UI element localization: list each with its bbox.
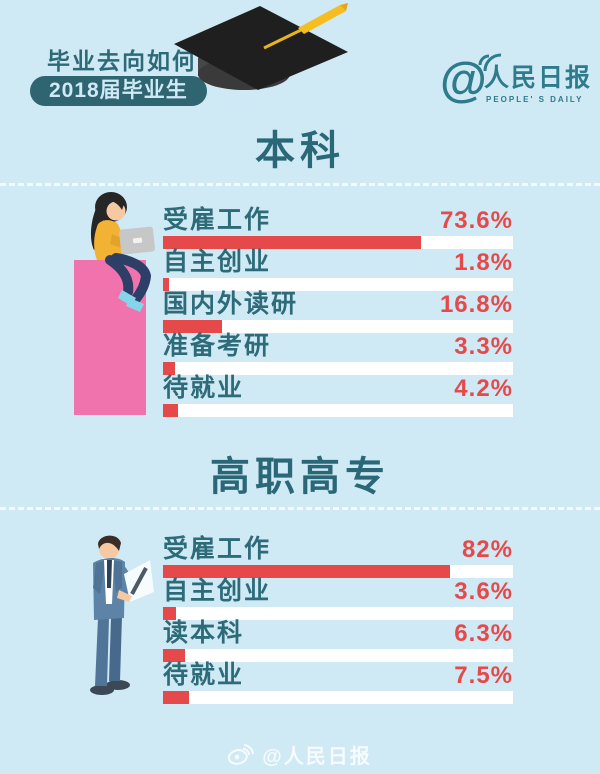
bar-chart-bachelor: 受雇工作 73.6% 自主创业 1.8% 国内外读研 16.8% bbox=[163, 206, 513, 417]
bar-chart-vocational: 受雇工作 82% 自主创业 3.6% 读本科 6.3% bbox=[163, 535, 513, 704]
bar-fill bbox=[163, 607, 176, 620]
bar-fill bbox=[163, 278, 170, 291]
chart-row: 待就业 4.2% bbox=[163, 374, 513, 417]
peoples-daily-logo: @ 人民日报 PEOPLE' S DAILY bbox=[440, 53, 590, 107]
businessman-illustration bbox=[90, 535, 154, 695]
bar-fill bbox=[163, 565, 450, 578]
bar-track bbox=[163, 649, 513, 662]
value-label: 6.3% bbox=[454, 620, 513, 647]
logo-subtitle: PEOPLE' S DAILY bbox=[486, 95, 583, 104]
bar-track bbox=[163, 278, 513, 291]
section-title-bachelor: 本科 bbox=[255, 129, 345, 173]
value-label: 3.3% bbox=[454, 333, 513, 360]
bar-track bbox=[163, 691, 513, 704]
category-label: 受雇工作 bbox=[163, 206, 272, 234]
logo-name: 人民日报 bbox=[484, 64, 590, 92]
bar-fill bbox=[163, 236, 421, 249]
bar-track bbox=[163, 565, 513, 578]
chart-row: 自主创业 1.8% bbox=[163, 248, 513, 291]
category-label: 受雇工作 bbox=[163, 535, 272, 563]
bar-fill bbox=[163, 362, 175, 375]
footer-watermark-text: @人民日报 bbox=[262, 746, 372, 768]
category-label: 待就业 bbox=[163, 661, 245, 689]
footer-watermark: @人民日报 bbox=[0, 740, 600, 769]
bar-track bbox=[163, 320, 513, 333]
bar-track bbox=[163, 404, 513, 417]
cohort-badge-label: 2018届毕业生 bbox=[49, 79, 188, 102]
category-label: 自主创业 bbox=[163, 577, 272, 605]
bar-fill bbox=[163, 649, 186, 662]
sound-wave-icon bbox=[478, 54, 490, 66]
chart-row: 准备考研 3.3% bbox=[163, 332, 513, 375]
weibo-icon bbox=[228, 744, 255, 765]
value-label: 16.8% bbox=[439, 291, 513, 318]
bar-fill bbox=[163, 404, 178, 417]
bar-fill bbox=[163, 320, 222, 333]
chart-row: 受雇工作 73.6% bbox=[163, 206, 513, 249]
value-label: 3.6% bbox=[454, 578, 513, 605]
woman-on-block-illustration bbox=[74, 192, 155, 415]
divider-dashed bbox=[0, 183, 600, 186]
category-label: 准备考研 bbox=[163, 332, 272, 360]
chart-row: 受雇工作 82% bbox=[163, 535, 513, 578]
chart-row: 国内外读研 16.8% bbox=[163, 290, 513, 333]
cohort-badge: 2018届毕业生 bbox=[30, 76, 207, 106]
chart-row: 待就业 7.5% bbox=[163, 661, 513, 704]
value-label: 73.6% bbox=[439, 207, 513, 234]
value-label: 4.2% bbox=[454, 375, 513, 402]
bar-track bbox=[163, 236, 513, 249]
bar-fill bbox=[163, 691, 190, 704]
bar-track bbox=[163, 362, 513, 375]
category-label: 国内外读研 bbox=[163, 290, 299, 318]
value-label: 1.8% bbox=[454, 249, 513, 276]
graduation-cap-icon bbox=[174, 3, 348, 90]
value-label: 82% bbox=[461, 536, 513, 563]
section-title-vocational: 高职高专 bbox=[210, 455, 390, 499]
value-label: 7.5% bbox=[454, 662, 513, 689]
category-label: 待就业 bbox=[163, 374, 245, 402]
chart-row: 自主创业 3.6% bbox=[163, 577, 513, 620]
category-label: 读本科 bbox=[163, 619, 245, 647]
sound-wave-icon bbox=[483, 53, 502, 72]
bar-track bbox=[163, 607, 513, 620]
divider-dashed bbox=[0, 507, 600, 510]
chart-row: 读本科 6.3% bbox=[163, 619, 513, 662]
category-label: 自主创业 bbox=[163, 248, 272, 276]
